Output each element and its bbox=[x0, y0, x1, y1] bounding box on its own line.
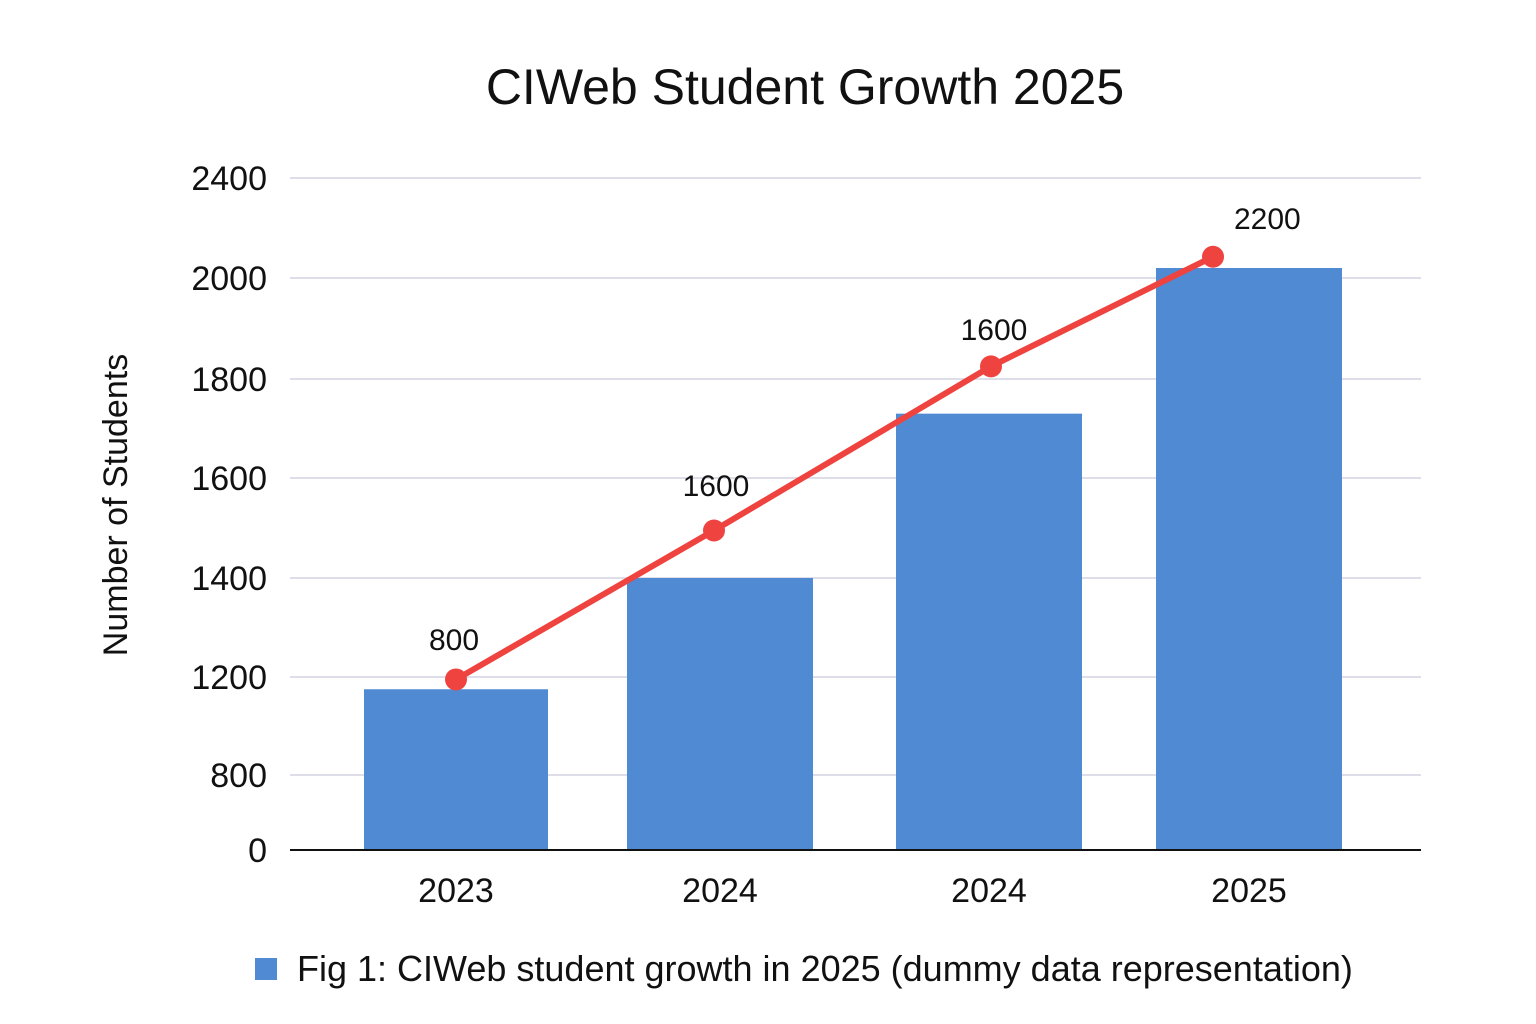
bar bbox=[1156, 268, 1342, 850]
y-axis-title: Number of Students bbox=[97, 354, 135, 656]
trend-point bbox=[980, 355, 1002, 378]
legend: Fig 1: CIWeb student growth in 2025 (dum… bbox=[255, 948, 1353, 990]
y-tick-label: 2400 bbox=[191, 160, 267, 198]
y-tick-label: 800 bbox=[210, 757, 267, 795]
data-label: 1600 bbox=[961, 314, 1028, 347]
bar bbox=[896, 413, 1082, 850]
trend-point bbox=[445, 668, 467, 691]
chart-title: CIWeb Student Growth 2025 bbox=[485, 59, 1125, 115]
bars bbox=[364, 268, 1342, 850]
trend-line bbox=[445, 245, 1224, 691]
data-label: 2200 bbox=[1234, 203, 1301, 236]
y-tick-label: 1200 bbox=[191, 659, 267, 697]
y-tick-label: 1400 bbox=[191, 560, 267, 598]
x-tick-label: 2024 bbox=[682, 872, 758, 910]
y-tick-label: 2000 bbox=[191, 260, 267, 298]
trend-point bbox=[1202, 245, 1224, 268]
labels: 0 800 1200 1400 1600 1800 2000 2400 2023 2024 2024… bbox=[97, 160, 1301, 910]
bar bbox=[627, 578, 813, 850]
trend-line-path bbox=[454, 254, 1215, 683]
y-tick-label: 1600 bbox=[191, 460, 267, 498]
data-label: 800 bbox=[429, 624, 479, 657]
x-tick-label: 2025 bbox=[1211, 872, 1287, 910]
legend-swatch bbox=[255, 958, 277, 980]
y-tick-label: 1800 bbox=[191, 361, 267, 399]
legend-label: Fig 1: CIWeb student growth in 2025 (dum… bbox=[297, 948, 1353, 989]
y-tick-label: 0 bbox=[248, 832, 267, 870]
x-tick-label: 2023 bbox=[418, 872, 494, 910]
x-tick-label: 2024 bbox=[951, 872, 1027, 910]
data-label: 1600 bbox=[683, 470, 750, 503]
trend-point bbox=[703, 519, 725, 542]
bar bbox=[364, 689, 548, 850]
